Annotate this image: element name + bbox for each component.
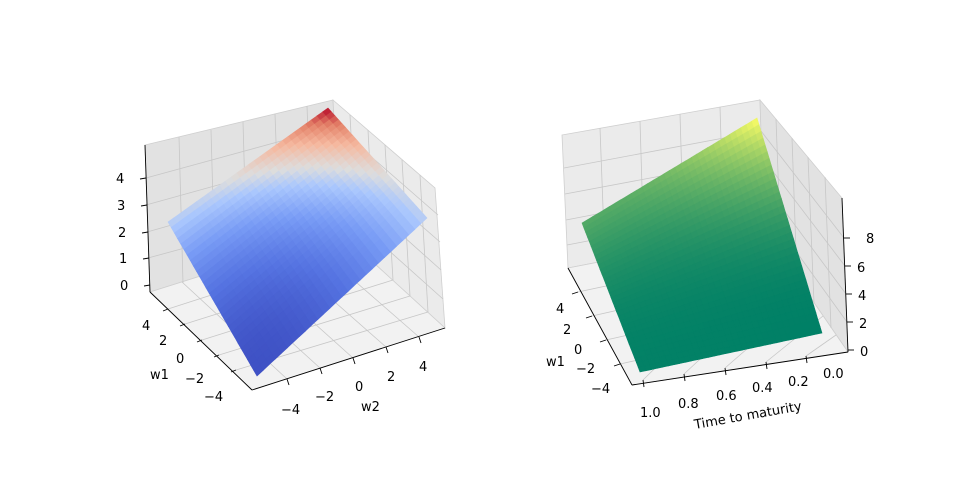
left-y-axis-label: w1 (150, 368, 169, 383)
right-z-tick-3: 6 (857, 261, 865, 276)
left-x-axis-label: w2 (361, 400, 380, 415)
right-x-axis-line (631, 351, 849, 386)
left-z-tick-0: 0 (120, 279, 128, 294)
right-y-ticks: 4 2 0 −2 −4 w1 (546, 291, 621, 397)
left-surface-patch (253, 364, 264, 377)
right-y-axis-label: w1 (546, 355, 565, 370)
left-y-tick-3: 2 (159, 334, 167, 349)
left-x-tick-2: 0 (355, 380, 363, 395)
left-z-axis-line (144, 144, 151, 293)
right-x-tick-0: 1.0 (640, 406, 661, 421)
left-surface (167, 107, 428, 377)
right-y-tick-0: −4 (591, 382, 610, 397)
right-z-tick-4: 8 (866, 232, 874, 247)
left-z-ticks: 0 1 2 3 4 (116, 172, 151, 294)
left-x-tick-4: 4 (419, 360, 427, 375)
right-x-tick-2: 0.6 (716, 389, 737, 404)
left-x-tick-0: −4 (281, 403, 300, 418)
left-y-axis-line (149, 291, 253, 391)
left-x-ticks: −4 −2 0 2 4 w2 (281, 336, 427, 418)
left-y-tick-4: 4 (142, 319, 150, 334)
left-y-tick-1: −2 (185, 372, 204, 387)
right-y-tick-4: 4 (556, 302, 564, 317)
right-x-tick-5: 0.0 (823, 367, 844, 382)
right-surface-patch (637, 365, 647, 373)
left-z-tick-1: 1 (119, 252, 127, 267)
right-y-axis-line (567, 267, 633, 386)
right-z-ticks: 0 2 4 6 8 (844, 232, 874, 360)
left-y-tick-2: 0 (176, 352, 184, 367)
right-x-tick-3: 0.4 (752, 381, 773, 396)
right-y-tick-2: 0 (574, 343, 582, 358)
right-z-tick-1: 2 (859, 317, 867, 332)
right-surface (581, 117, 823, 373)
left-x-tick-3: 2 (387, 370, 395, 385)
left-x-axis-line (251, 327, 446, 391)
right-y-tick-3: 2 (563, 323, 571, 338)
left-y-ticks: 4 2 0 −2 −4 w1 (142, 308, 237, 405)
left-z-tick-4: 4 (116, 172, 124, 187)
right-y-tick-1: −2 (576, 362, 595, 377)
right-x-tick-4: 0.2 (788, 375, 809, 390)
right-z-tick-0: 0 (860, 345, 868, 360)
left-x-tick-1: −2 (315, 390, 334, 405)
surface-plot-left: 0 1 2 3 4 4 2 0 −2 −4 w1 −4 (116, 99, 446, 418)
right-z-axis-line (841, 197, 849, 353)
surface-plot-right: 0 2 4 6 8 4 2 0 −2 −4 w1 1.0 0.8 (546, 98, 874, 433)
left-z-tick-2: 2 (118, 226, 126, 241)
left-y-tick-0: −4 (204, 390, 223, 405)
right-x-axis-label: Time to maturity (692, 399, 803, 433)
right-x-tick-1: 0.8 (678, 397, 699, 412)
left-z-tick-3: 3 (117, 199, 125, 214)
right-z-tick-2: 4 (858, 289, 866, 304)
